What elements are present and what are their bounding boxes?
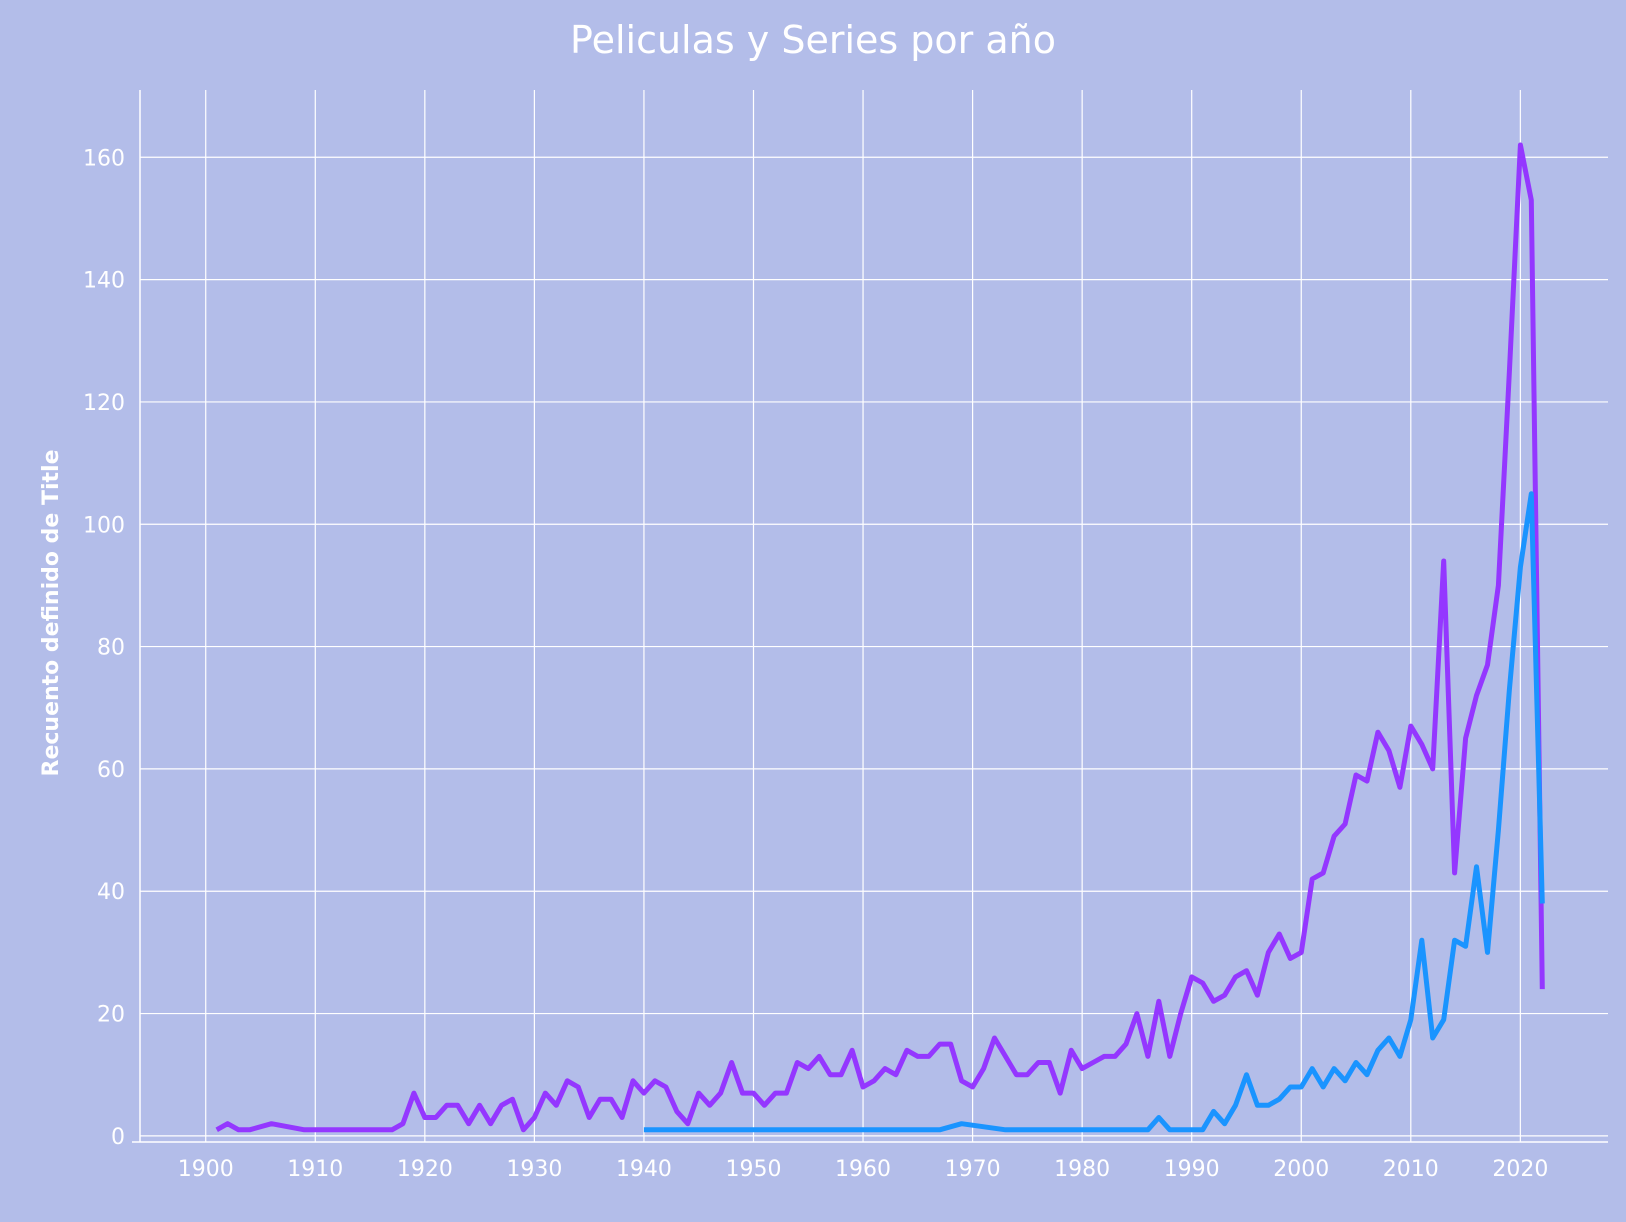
x-tick-label: 2020 — [1492, 1157, 1548, 1182]
series-layer — [215, 142, 1545, 1133]
y-tick-label: 160 — [83, 146, 125, 171]
y-tick-label: 80 — [97, 636, 125, 661]
y-tick-label: 60 — [97, 758, 125, 783]
y-tick-label: 20 — [97, 1003, 125, 1028]
y-axis-title: Recuento definido de Title — [39, 450, 64, 777]
x-tick-label: 1960 — [835, 1157, 891, 1182]
grid-layer — [140, 90, 1608, 1142]
x-tick-label: 1950 — [725, 1157, 781, 1182]
y-tick-label: 0 — [111, 1125, 125, 1150]
x-tick-label: 1920 — [397, 1157, 453, 1182]
y-tick-label: 100 — [83, 513, 125, 538]
x-tick-label: 1990 — [1164, 1157, 1220, 1182]
x-tick-label: 1970 — [945, 1157, 1001, 1182]
x-tick-label: 1930 — [506, 1157, 562, 1182]
x-tick-label: 1910 — [287, 1157, 343, 1182]
y-tick-label: 40 — [97, 880, 125, 905]
axis-layer: 0 20 40 60 80 100 120 140 160 1900 1910 1920 1930 194… — [83, 90, 1608, 1182]
y-tick-label: 120 — [83, 391, 125, 416]
x-tick-label: 2000 — [1273, 1157, 1329, 1182]
x-tick-label: 1900 — [178, 1157, 234, 1182]
series-line-2 — [643, 491, 1545, 1133]
series-line-1 — [215, 142, 1545, 1133]
chart-title: Peliculas y Series por año — [570, 18, 1056, 62]
x-tick-label: 2010 — [1383, 1157, 1439, 1182]
x-tick-label: 1940 — [616, 1157, 672, 1182]
x-tick-label: 1980 — [1054, 1157, 1110, 1182]
y-tick-label: 140 — [83, 269, 125, 294]
